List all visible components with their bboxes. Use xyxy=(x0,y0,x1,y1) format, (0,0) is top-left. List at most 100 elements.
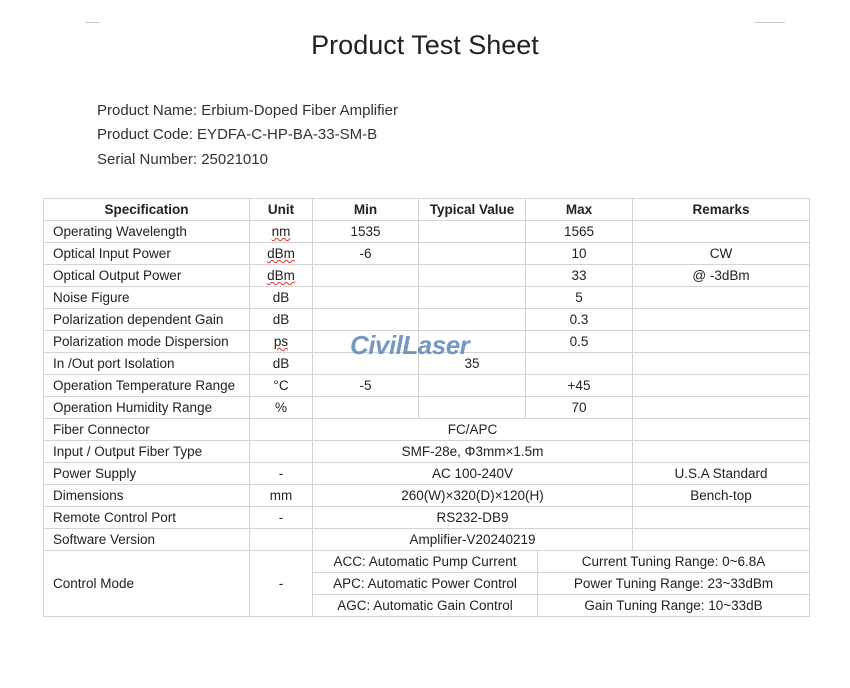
table-row: Input / Output Fiber Type SMF-28e, Φ3mm×1… xyxy=(43,440,811,463)
table-cell: RS232-DB9 xyxy=(311,506,634,529)
table-cell: -5 xyxy=(312,374,419,397)
table-cell xyxy=(632,374,811,397)
table-cell: 260(W)×320(D)×120(H) xyxy=(311,484,634,507)
table-cell: Dimensions xyxy=(43,484,250,507)
table-cell xyxy=(312,308,419,331)
table-cell: 0.3 xyxy=(524,308,634,331)
table-cell: -6 xyxy=(312,242,419,265)
table-cell xyxy=(632,352,811,375)
table-cell: ps xyxy=(249,330,313,353)
table-cell xyxy=(632,220,811,243)
table-cell: 70 xyxy=(524,396,634,419)
table-cell: Optical Input Power xyxy=(43,242,250,265)
table-cell: 35 xyxy=(418,352,526,375)
serial-number: Serial Number: 25021010 xyxy=(97,151,268,168)
table-cell xyxy=(632,286,811,309)
table-cell: °C xyxy=(249,374,313,397)
spec-table: Specification Unit Min Typical Value Max Rema… xyxy=(43,198,811,617)
table-cell xyxy=(418,308,526,331)
table-cell: Power Tuning Range: 23~33dBm xyxy=(536,572,811,595)
table-cell xyxy=(632,330,811,353)
table-cell: dB xyxy=(249,308,313,331)
table-cell: CW xyxy=(632,242,811,265)
table-cell: ACC: Automatic Pump Current xyxy=(312,550,538,573)
table-cell xyxy=(632,396,811,419)
column-header: Typical Value xyxy=(418,198,526,221)
table-cell: Polarization mode Dispersion xyxy=(43,330,250,353)
table-cell xyxy=(249,418,313,441)
table-cell xyxy=(524,352,634,375)
table-cell: mm xyxy=(249,484,313,507)
civillaser-watermark-logo: CivilLaser xyxy=(350,330,470,360)
table-row: Noise Figure dB 5 xyxy=(43,286,811,309)
table-cell: Optical Output Power xyxy=(43,264,250,287)
table-cell: AC 100-240V xyxy=(311,462,634,485)
table-cell xyxy=(632,440,811,463)
table-row: Dimensions mm 260(W)×320(D)×120(H) Bench-to… xyxy=(43,484,811,507)
table-cell: Gain Tuning Range: 10~33dB xyxy=(536,594,811,617)
table-cell: Current Tuning Range: 0~6.8A xyxy=(536,550,811,573)
table-cell: SMF-28e, Φ3mm×1.5m xyxy=(311,440,634,463)
table-cell: 1535 xyxy=(312,220,419,243)
table-cell: Operation Temperature Range xyxy=(43,374,250,397)
table-cell: Noise Figure xyxy=(43,286,250,309)
table-cell: @ -3dBm xyxy=(632,264,811,287)
table-cell: dB xyxy=(249,352,313,375)
table-row: Remote Control Port - RS232-DB9 xyxy=(43,506,811,529)
column-header: Min xyxy=(312,198,419,221)
unit-text: nm xyxy=(271,224,291,239)
table-cell: nm xyxy=(249,220,313,243)
table-row: Operating Wavelength nm 1535 1565 xyxy=(43,220,811,243)
page-title: Product Test Sheet xyxy=(311,30,539,60)
table-cell: Control Mode xyxy=(43,550,250,617)
column-header: Max xyxy=(524,198,634,221)
table-cell: FC/APC xyxy=(311,418,634,441)
table-row: Control Mode - ACC: Automatic Pump Current… xyxy=(43,550,811,617)
unit-text: dBm xyxy=(267,268,295,283)
table-cell xyxy=(249,440,313,463)
table-cell xyxy=(418,374,526,397)
table-row: Operation Temperature Range °C -5 +45 xyxy=(43,374,811,397)
table-row: Optical Output Power dBm 33 @ -3dBm xyxy=(43,264,811,287)
table-row: Power Supply - AC 100-240V U.S.A Standard xyxy=(43,462,811,485)
table-cell: Bench-top xyxy=(632,484,811,507)
column-header: Unit xyxy=(249,198,313,221)
table-cell: Operation Humidity Range xyxy=(43,396,250,419)
table-cell: dBm xyxy=(249,264,313,287)
table-cell xyxy=(312,264,419,287)
table-cell: Input / Output Fiber Type xyxy=(43,440,250,463)
table-cell: U.S.A Standard xyxy=(632,462,811,485)
table-cell: APC: Automatic Power Control xyxy=(312,572,538,595)
column-header: Remarks xyxy=(632,198,811,221)
table-cell xyxy=(418,396,526,419)
table-cell xyxy=(632,528,811,551)
table-cell xyxy=(312,286,419,309)
table-row: Operation Humidity Range% 70 xyxy=(43,396,811,419)
table-row: Optical Input Power dBm -6 10 CW xyxy=(43,242,811,265)
table-cell xyxy=(632,506,811,529)
table-cell: 33 xyxy=(524,264,634,287)
corner-mark xyxy=(755,22,785,23)
unit-text: dBm xyxy=(267,246,295,261)
table-cell: Polarization dependent Gain xyxy=(43,308,250,331)
table-cell: In /Out port Isolation xyxy=(43,352,250,375)
table-cell: Fiber Connector xyxy=(43,418,250,441)
table-cell: - xyxy=(249,506,313,529)
table-cell: Remote Control Port xyxy=(43,506,250,529)
table-cell xyxy=(418,286,526,309)
product-name: Product Name: Erbium-Doped Fiber Amplifi… xyxy=(97,102,398,119)
table-cell xyxy=(249,528,313,551)
table-cell xyxy=(312,396,419,419)
table-row: Fiber Connector FC/APC xyxy=(43,418,811,441)
table-cell: dB xyxy=(249,286,313,309)
table-cell xyxy=(418,242,526,265)
table-header: Specification Unit Min Typical Value Max Rema… xyxy=(43,198,811,221)
table-cell xyxy=(632,308,811,331)
table-cell: - xyxy=(249,550,313,617)
table-cell: Amplifier-V20240219 xyxy=(311,528,634,551)
table-row: AGC: Automatic Gain Control Gain Tuning R… xyxy=(44,594,811,617)
table-row: Polarization mode Dispersion ps 0.5 xyxy=(43,330,811,353)
table-cell: 0.5 xyxy=(524,330,634,353)
table-cell: 10 xyxy=(524,242,634,265)
